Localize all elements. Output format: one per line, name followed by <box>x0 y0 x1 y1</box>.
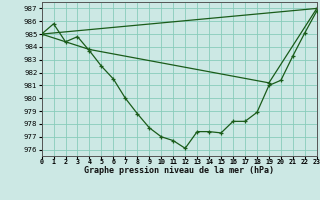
X-axis label: Graphe pression niveau de la mer (hPa): Graphe pression niveau de la mer (hPa) <box>84 166 274 175</box>
